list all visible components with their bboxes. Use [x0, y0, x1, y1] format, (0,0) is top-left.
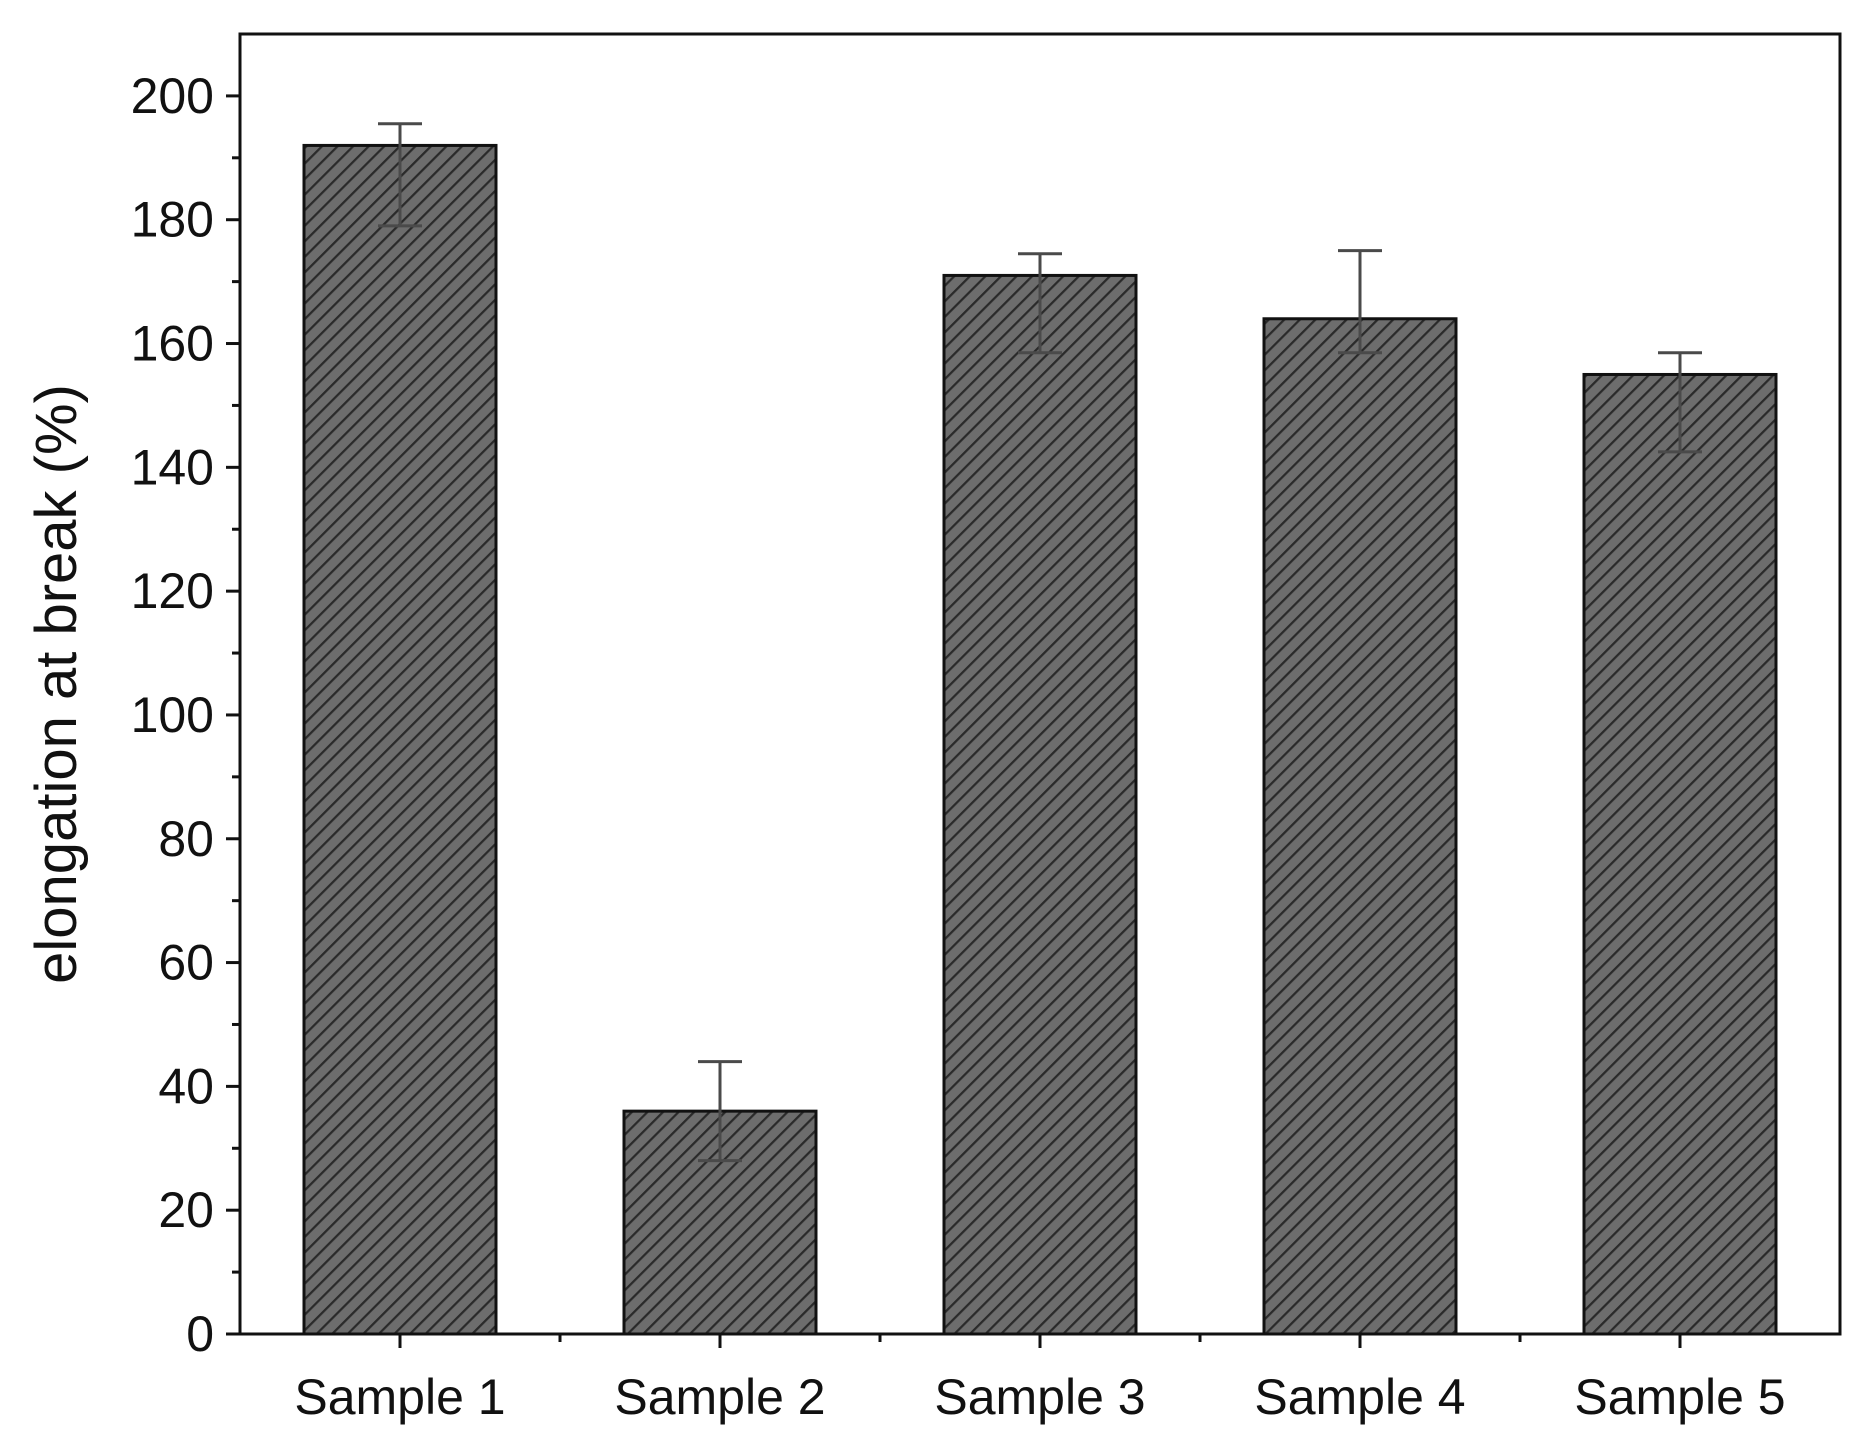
- y-tick-label: 160: [131, 316, 214, 372]
- x-tick-label: Sample 2: [614, 1369, 825, 1425]
- y-tick-label: 0: [186, 1306, 214, 1362]
- bar-3: [942, 273, 1138, 1336]
- x-tick-label: Sample 3: [934, 1369, 1145, 1425]
- y-tick-label: 60: [158, 935, 214, 991]
- error-bars-layer: [378, 122, 1702, 1163]
- y-tick-label: 180: [131, 192, 214, 248]
- y-tick-label: 120: [131, 563, 214, 619]
- x-tick-label: Sample 5: [1574, 1369, 1785, 1425]
- x-tick-label: Sample 1: [294, 1369, 505, 1425]
- y-tick-label: 140: [131, 439, 214, 495]
- y-axis-title: elongation at break (%): [24, 384, 89, 984]
- bar-5: [1582, 372, 1778, 1336]
- y-tick-label: 80: [158, 811, 214, 867]
- y-tick-label: 40: [158, 1058, 214, 1114]
- axis-layer: 0 20 40 60 80 100 120 140 160 180 200 Sample 1 Sampl…: [131, 68, 1786, 1425]
- x-tick-label: Sample 4: [1254, 1369, 1465, 1425]
- y-tick-label: 100: [131, 687, 214, 743]
- y-tick-label: 20: [158, 1182, 214, 1238]
- bar-4: [1262, 317, 1458, 1336]
- y-tick-label: 200: [131, 68, 214, 124]
- bar-1: [302, 143, 498, 1336]
